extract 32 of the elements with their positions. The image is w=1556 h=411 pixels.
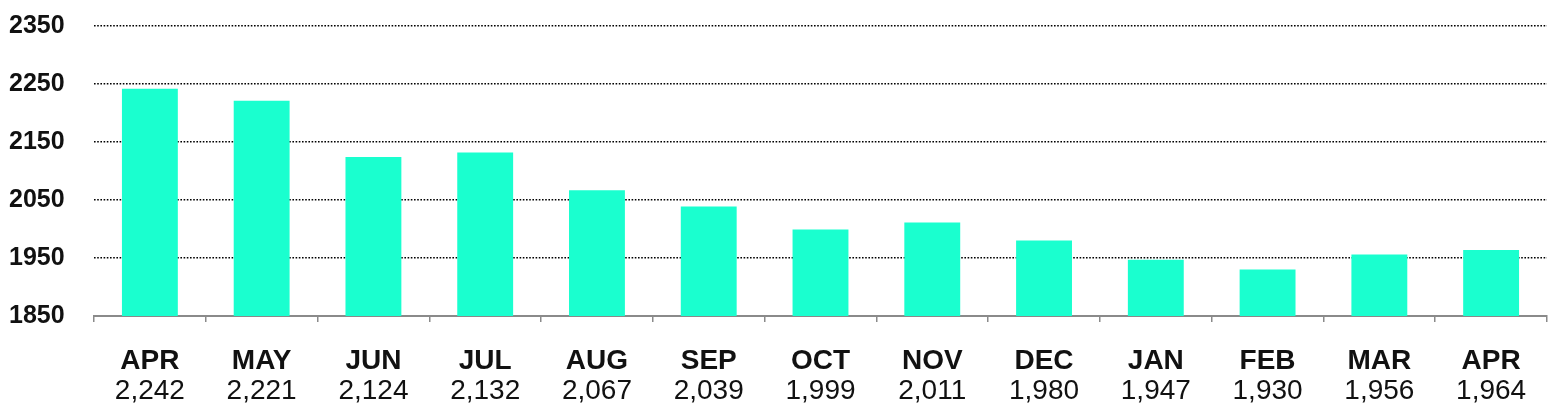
y-tick-label: 1850 xyxy=(9,299,65,328)
data-label: 2,221 xyxy=(226,373,297,405)
data-label: 2,242 xyxy=(114,373,185,405)
x-tick-label: MAY xyxy=(231,343,292,375)
x-tick-label: OCT xyxy=(790,343,851,375)
x-tick-label: FEB xyxy=(1239,343,1296,375)
data-label: 2,067 xyxy=(561,373,632,405)
y-tick-label: 2050 xyxy=(9,183,65,212)
y-tick-label: 2150 xyxy=(9,125,65,154)
x-tick-label: JUL xyxy=(458,343,512,375)
data-label: 2,132 xyxy=(450,373,521,405)
x-tick-label: MAR xyxy=(1347,343,1412,375)
x-tick-label: JUN xyxy=(345,343,402,375)
x-tick-label: APR xyxy=(1461,343,1521,375)
data-label: 2,124 xyxy=(338,373,409,405)
data-label: 2,011 xyxy=(898,373,967,405)
x-tick-label: JAN xyxy=(1127,343,1184,375)
x-tick-label: NOV xyxy=(901,343,963,375)
y-tick-label: 2350 xyxy=(9,9,65,38)
data-label: 1,947 xyxy=(1120,373,1191,405)
y-tick-label: 2250 xyxy=(9,67,65,96)
x-tick-label: APR xyxy=(120,343,180,375)
data-label: 1,999 xyxy=(785,373,856,405)
data-label: 1,980 xyxy=(1009,373,1080,405)
x-tick-label: AUG xyxy=(565,343,629,375)
x-tick-label: SEP xyxy=(680,343,737,375)
x-tick-label: DEC xyxy=(1014,343,1074,375)
data-label: 1,964 xyxy=(1456,373,1527,405)
data-label: 1,930 xyxy=(1232,373,1303,405)
y-tick-label: 1950 xyxy=(9,241,65,270)
data-label: 1,956 xyxy=(1344,373,1415,405)
data-label: 2,039 xyxy=(673,373,744,405)
